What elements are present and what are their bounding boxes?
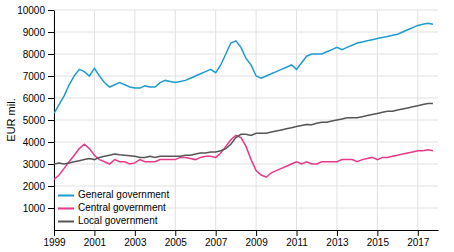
- x-tick: 1999: [43, 230, 66, 248]
- y-tick-mark: [48, 120, 54, 121]
- chart-svg: 1999 2001 2003 2005 2007 2009 2011 2013 2015 2017…: [0, 0, 454, 252]
- legend-swatch: [58, 208, 74, 210]
- grid-line-x: [296, 10, 297, 230]
- grid-line-x: [417, 10, 418, 230]
- x-tick-mark: [54, 230, 55, 236]
- legend-label: Central government: [78, 202, 166, 213]
- y-tick-mark: [48, 98, 54, 99]
- legend: General government Central government Loca…: [58, 189, 169, 226]
- x-tick: 2005: [165, 230, 188, 248]
- x-tick-label: 1999: [43, 237, 66, 248]
- plot-area: 1999 2001 2003 2005 2007 2009 2011 2013 2015 2017…: [17, 5, 438, 248]
- y-tick-mark: [48, 32, 54, 33]
- legend-item: General government: [58, 189, 169, 200]
- x-tick-mark: [377, 230, 378, 236]
- y-axis-line: [54, 11, 55, 231]
- y-tick: 8000: [23, 49, 54, 60]
- y-tick: 2000: [23, 181, 54, 192]
- x-tick-label: 2009: [245, 237, 268, 248]
- grid-line-x: [377, 10, 378, 230]
- y-tick-label: 9000: [23, 27, 46, 38]
- legend-label: General government: [78, 189, 169, 200]
- x-tick: 2015: [367, 230, 390, 248]
- series-line: [54, 104, 433, 165]
- y-tick-label: 2000: [23, 181, 46, 192]
- y-tick-mark: [48, 10, 54, 11]
- grid-line-y: [54, 10, 438, 11]
- x-tick-label: 2005: [165, 237, 188, 248]
- x-tick: 2007: [205, 230, 228, 248]
- grid-line-y: [54, 186, 438, 187]
- y-tick: 1000: [23, 203, 54, 214]
- legend-swatch: [58, 221, 74, 223]
- y-tick-label: 7000: [23, 71, 46, 82]
- chart-container: 1999 2001 2003 2005 2007 2009 2011 2013 2015 2017…: [0, 0, 454, 252]
- y-tick-mark: [48, 208, 54, 209]
- lines: [54, 23, 433, 179]
- x-tick-mark: [135, 230, 136, 236]
- x-axis-line: [55, 230, 439, 231]
- x-tick-label: 2017: [407, 237, 430, 248]
- y-tick: 7000: [23, 71, 54, 82]
- x-tick-mark: [337, 230, 338, 236]
- y-tick-mark: [48, 54, 54, 55]
- grid: [54, 10, 438, 230]
- y-tick: 3000: [23, 159, 54, 170]
- x-tick-label: 2007: [205, 237, 228, 248]
- series-line: [54, 23, 433, 113]
- legend-item: Central government: [58, 202, 166, 213]
- grid-line-x: [175, 10, 176, 230]
- y-axis-title: EUR mil.: [5, 98, 17, 141]
- y-tick-mark: [48, 164, 54, 165]
- y-tick-label: 4000: [23, 137, 46, 148]
- x-tick-label: 2013: [326, 237, 349, 248]
- x-tick-mark: [418, 230, 419, 236]
- grid-line-y: [54, 32, 438, 33]
- y-tick: 5000: [23, 115, 54, 126]
- y-tick-label: 8000: [23, 49, 46, 60]
- grid-line-y: [54, 164, 438, 165]
- y-tick: 4000: [23, 137, 54, 148]
- x-tick: 2013: [326, 230, 349, 248]
- y-tick-mark: [48, 76, 54, 77]
- grid-line-y: [54, 142, 438, 143]
- x-tick-label: 2011: [286, 237, 308, 248]
- x-tick-mark: [256, 230, 257, 236]
- grid-line-x: [256, 10, 257, 230]
- legend-item: Local government: [58, 215, 158, 226]
- x-tick: 2009: [245, 230, 268, 248]
- grid-line-y: [54, 120, 438, 121]
- x-tick-mark: [94, 230, 95, 236]
- y-axis: 1000 2000 3000 4000 5000 6000 7000 8000 9000 1000…: [17, 5, 54, 231]
- y-tick-label: 1000: [23, 203, 46, 214]
- x-tick-label: 2003: [124, 237, 147, 248]
- legend-swatch: [58, 195, 74, 197]
- x-tick: 2017: [407, 230, 430, 248]
- y-tick: 9000: [23, 27, 54, 38]
- y-tick-label: 6000: [23, 93, 46, 104]
- y-tick: 6000: [23, 93, 54, 104]
- x-axis: 1999 2001 2003 2005 2007 2009 2011 2013 2015 2017: [43, 230, 438, 248]
- x-tick: 2003: [124, 230, 147, 248]
- y-tick-label: 10000: [17, 5, 45, 16]
- y-tick: 10000: [17, 5, 54, 16]
- x-tick-label: 2001: [84, 237, 107, 248]
- grid-line-x: [215, 10, 216, 230]
- y-tick-label: 5000: [23, 115, 46, 126]
- series-line: [54, 135, 433, 179]
- x-tick-label: 2015: [367, 237, 390, 248]
- y-tick-label: 3000: [23, 159, 46, 170]
- y-tick-mark: [48, 186, 54, 187]
- legend-label: Local government: [78, 215, 158, 226]
- grid-line-y: [54, 98, 438, 99]
- x-tick: 2011: [286, 230, 308, 248]
- x-tick-mark: [216, 230, 217, 236]
- x-tick-mark: [175, 230, 176, 236]
- grid-line-y: [54, 54, 438, 55]
- y-tick-mark: [48, 142, 54, 143]
- grid-line-y: [54, 76, 438, 77]
- x-tick: 2001: [84, 230, 107, 248]
- x-tick-mark: [297, 230, 298, 236]
